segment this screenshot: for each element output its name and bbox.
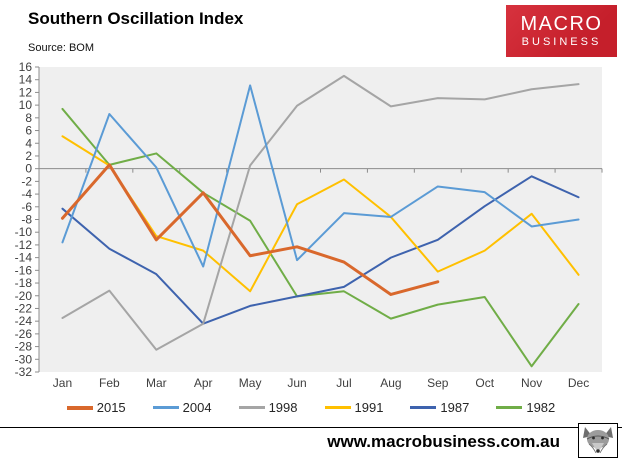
- wolf-logo: [578, 423, 618, 458]
- y-axis-tick-label: 6: [25, 124, 32, 138]
- macrobusiness-logo-line1: MACRO: [520, 13, 603, 35]
- footer-divider: [0, 427, 622, 428]
- legend-item-2015: 2015: [66, 400, 126, 415]
- y-axis-tick-label: -20: [15, 289, 33, 303]
- y-axis-tick-label: -12: [15, 238, 33, 252]
- legend-label-2004: 2004: [182, 400, 212, 415]
- chart-legend: 2015 2004 1998 1991 1987 1982: [0, 400, 622, 415]
- y-axis-tick-label: -8: [21, 213, 32, 227]
- y-axis-tick-label: -30: [15, 352, 33, 366]
- series-line-1987: [61, 175, 580, 325]
- x-axis-tick-label: Jul: [336, 376, 351, 390]
- x-axis-tick-label: Dec: [568, 376, 589, 390]
- legend-label-1998: 1998: [268, 400, 298, 415]
- y-axis-tick-label: 0: [25, 162, 32, 176]
- macrobusiness-logo-line2: BUSINESS: [521, 36, 602, 48]
- series-line-1982: [61, 107, 580, 368]
- y-axis-tick-label: -32: [15, 365, 33, 379]
- legend-item-1991: 1991: [324, 400, 384, 415]
- legend-label-1991: 1991: [354, 400, 384, 415]
- y-axis-tick-label: -10: [15, 225, 33, 239]
- legend-swatch-1982: [496, 406, 523, 409]
- y-axis-tick-label: -6: [21, 200, 32, 214]
- x-axis-tick-label: Oct: [475, 376, 494, 390]
- y-axis-tick-label: 2: [25, 149, 32, 163]
- legend-item-1982: 1982: [496, 400, 555, 415]
- y-axis-tick-label: 4: [25, 136, 32, 150]
- x-axis-tick-label: Jun: [287, 376, 306, 390]
- y-axis-tick-label: 12: [19, 85, 33, 99]
- legend-swatch-2015: [66, 405, 93, 410]
- y-axis-tick-label: 10: [19, 98, 33, 112]
- website-url[interactable]: www.macrobusiness.com.au: [327, 432, 560, 451]
- legend-swatch-1991: [324, 406, 351, 409]
- macrobusiness-logo: MACRO BUSINESS: [506, 5, 617, 57]
- series-line-2015: [60, 163, 440, 296]
- y-axis-tick-label: -26: [15, 327, 33, 341]
- legend-item-2004: 2004: [152, 400, 212, 415]
- x-axis-tick-label: Jan: [53, 376, 72, 390]
- y-axis-tick-label: 16: [19, 60, 33, 74]
- x-axis-tick-label: Feb: [99, 376, 120, 390]
- series-line-1998: [61, 74, 580, 351]
- legend-label-1987: 1987: [440, 400, 470, 415]
- series-line-1991: [61, 135, 580, 293]
- legend-swatch-1987: [410, 406, 437, 409]
- x-axis-tick-label: Apr: [194, 376, 213, 390]
- series-line-2004: [61, 84, 580, 268]
- y-axis-tick-label: -22: [15, 301, 33, 315]
- source-caption: Source: BOM: [28, 42, 95, 54]
- legend-label-1982: 1982: [526, 400, 556, 415]
- x-axis-tick-label: May: [239, 376, 262, 390]
- x-axis-tick-label: Nov: [521, 376, 542, 390]
- x-axis-tick-label: Mar: [146, 376, 167, 390]
- wolf-icon: [583, 427, 613, 454]
- y-axis-tick-label: 14: [19, 73, 33, 87]
- legend-item-1998: 1998: [238, 400, 298, 415]
- y-axis-tick-label: 8: [25, 111, 32, 125]
- y-axis-tick-label: -24: [15, 314, 33, 328]
- legend-swatch-1998: [238, 406, 265, 409]
- legend-swatch-2004: [152, 406, 179, 409]
- plot-area: [39, 67, 602, 372]
- x-axis-tick-label: Sep: [427, 376, 449, 390]
- y-axis-tick-label: -28: [15, 340, 33, 354]
- y-axis-tick-label: -2: [21, 174, 32, 188]
- legend-item-1987: 1987: [410, 400, 469, 415]
- page-title: Southern Oscillation Index: [28, 9, 244, 28]
- y-axis-tick-label: -4: [21, 187, 32, 201]
- legend-label-2015: 2015: [96, 400, 126, 415]
- x-axis-tick-label: Aug: [380, 376, 401, 390]
- y-axis-tick-label: -14: [15, 251, 33, 265]
- y-axis-tick-label: -18: [15, 276, 33, 290]
- y-axis-tick-label: -16: [15, 263, 33, 277]
